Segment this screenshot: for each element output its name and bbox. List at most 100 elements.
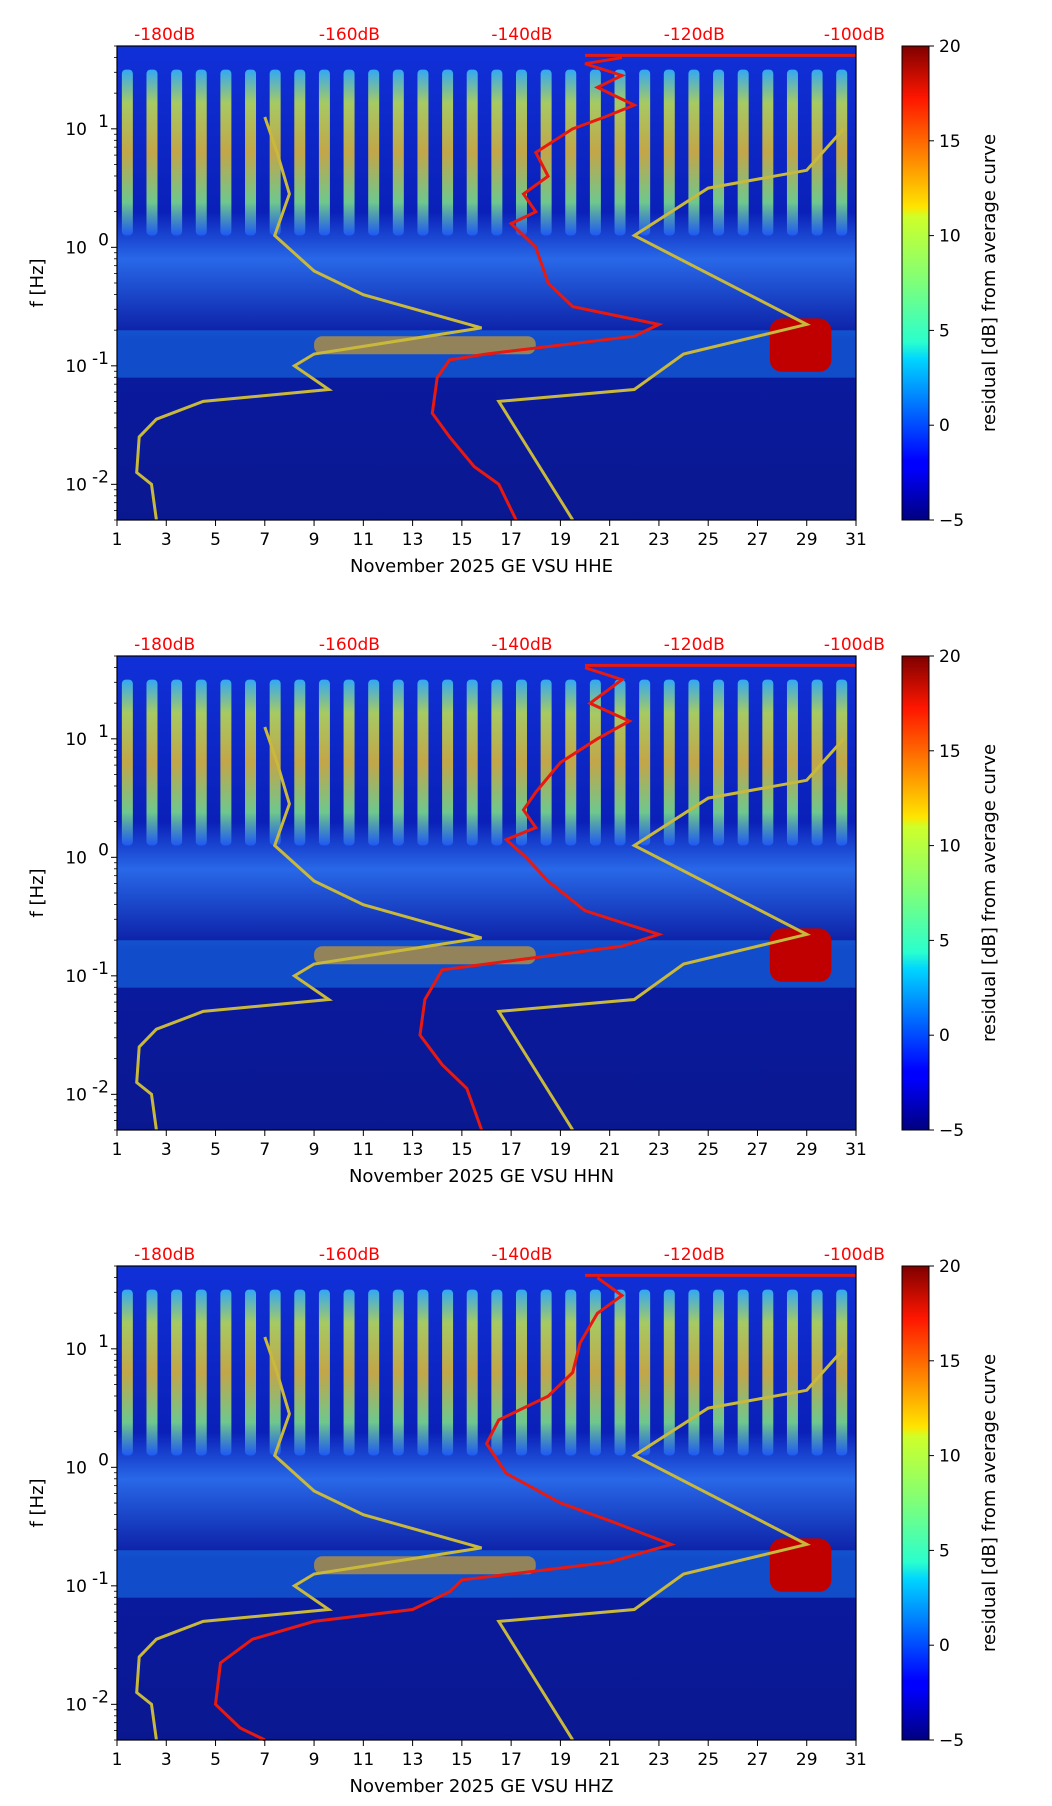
heatmap-stripe — [836, 679, 848, 846]
top-axis-label: -120dB — [664, 635, 725, 655]
heatmap-stripe — [195, 679, 207, 846]
heatmap-stripe — [466, 69, 478, 236]
x-axis-label: November 2025 GE VSU HHZ — [350, 1776, 614, 1797]
heatmap-stripe — [540, 1289, 552, 1456]
heatmap-stripe — [121, 679, 133, 846]
colorbar-tick-label: 15 — [939, 132, 961, 152]
heatmap-stripe — [146, 1289, 158, 1456]
heatmap-stripe — [220, 69, 232, 236]
heatmap-stripe — [589, 69, 601, 236]
heatmap-stripe — [442, 679, 454, 846]
x-tick-label: 17 — [500, 1750, 522, 1770]
heatmap-stripe — [466, 1289, 478, 1456]
heatmap-stripe — [762, 69, 774, 236]
heatmap-stripe — [195, 69, 207, 236]
x-tick-label: 25 — [697, 530, 719, 550]
heatmap-stripe — [343, 1289, 355, 1456]
heatmap-stripe — [639, 1289, 651, 1456]
x-tick-label: 3 — [161, 530, 172, 550]
y-tick-label: 10 — [65, 1695, 87, 1715]
x-tick-label: 27 — [747, 530, 769, 550]
x-tick-label: 9 — [309, 530, 320, 550]
heatmap-stripe — [220, 1289, 232, 1456]
noise-model-high-curve — [496, 1347, 845, 1741]
x-tick-label: 17 — [500, 1140, 522, 1160]
y-axis-label: f [Hz] — [27, 868, 48, 917]
x-tick-label: 1 — [112, 1140, 123, 1160]
heatmap-stripe — [786, 69, 798, 236]
x-tick-label: 5 — [210, 1140, 221, 1160]
y-tick-label: 10 — [65, 475, 87, 495]
heatmap-stripe — [515, 679, 527, 846]
colorbar-label: residual [dB] from average curve — [979, 134, 1000, 432]
x-tick-label: 11 — [353, 1750, 375, 1770]
x-tick-label: 7 — [259, 1750, 270, 1770]
y-tick-label: 10 — [65, 1340, 87, 1360]
heatmap-stripe — [220, 679, 232, 846]
y-tick-exponent: -2 — [92, 467, 109, 487]
heatmap-stripe — [762, 1289, 774, 1456]
x-tick-label: 31 — [845, 1750, 867, 1770]
heatmap-stripe — [713, 69, 725, 236]
heatmap-stripe — [515, 1289, 527, 1456]
heatmap-stripe — [171, 69, 183, 236]
x-tick-label: 15 — [451, 1140, 473, 1160]
heatmap-stripe — [688, 1289, 700, 1456]
median-noise-curve — [213, 1276, 677, 1742]
x-tick-label: 23 — [648, 1750, 670, 1770]
heatmap-stripe — [146, 69, 158, 236]
noise-model-high-curve — [496, 737, 845, 1131]
x-tick-label: 7 — [259, 1140, 270, 1160]
heatmap-stripe — [565, 679, 577, 846]
x-tick-label: 21 — [599, 530, 621, 550]
y-tick-label: 10 — [65, 238, 87, 258]
colorbar-tick-label: 10 — [939, 1447, 961, 1467]
y-tick-exponent: 1 — [98, 1332, 109, 1352]
y-tick-label: 10 — [65, 120, 87, 140]
heatmap-stripe — [245, 679, 257, 846]
colorbar-tick-label: 5 — [939, 1541, 950, 1561]
heatmap-stripe — [269, 679, 281, 846]
colorbar-tick-label: −5 — [939, 1731, 964, 1751]
noise-model-low-curve — [135, 726, 483, 1131]
x-tick-label: 13 — [402, 530, 424, 550]
heatmap-stripe — [121, 69, 133, 236]
colorbar-tick-label: 0 — [939, 1026, 950, 1046]
colorbar — [901, 45, 930, 521]
heatmap-stripe — [614, 1289, 626, 1456]
y-tick-exponent: 0 — [98, 1450, 109, 1470]
heatmap-stripe — [811, 69, 823, 236]
heatmap-background — [117, 1266, 856, 1740]
x-tick-label: 23 — [648, 530, 670, 550]
y-tick-label: 10 — [65, 848, 87, 868]
heatmap-stripe — [713, 679, 725, 846]
heatmap-hotspot — [314, 336, 536, 355]
noise-model-low-curve — [135, 116, 483, 521]
x-tick-label: 27 — [747, 1140, 769, 1160]
heatmap-stripe — [318, 679, 330, 846]
heatmap-hotspot — [769, 318, 832, 372]
x-tick-label: 11 — [353, 530, 375, 550]
heatmap-stripe — [245, 1289, 257, 1456]
x-tick-label: 15 — [451, 1750, 473, 1770]
noise-model-low-curve — [135, 1336, 483, 1741]
heatmap-stripe — [491, 679, 503, 846]
x-tick-label: 25 — [697, 1140, 719, 1160]
colorbar-tick-label: −5 — [939, 511, 964, 531]
top-axis-label: -120dB — [664, 25, 725, 45]
y-tick-label: 10 — [65, 967, 87, 987]
x-tick-label: 31 — [845, 1140, 867, 1160]
colorbar — [901, 1265, 930, 1741]
y-tick-exponent: 0 — [98, 230, 109, 250]
heatmap-stripe — [540, 679, 552, 846]
colorbar-tick-label: 5 — [939, 931, 950, 951]
top-axis-label: -100dB — [824, 1245, 885, 1265]
heatmap-stripe — [565, 69, 577, 236]
x-tick-label: 5 — [210, 530, 221, 550]
heatmap-stripe — [368, 1289, 380, 1456]
top-axis-label: -160dB — [319, 1245, 380, 1265]
heatmap-stripe — [713, 1289, 725, 1456]
